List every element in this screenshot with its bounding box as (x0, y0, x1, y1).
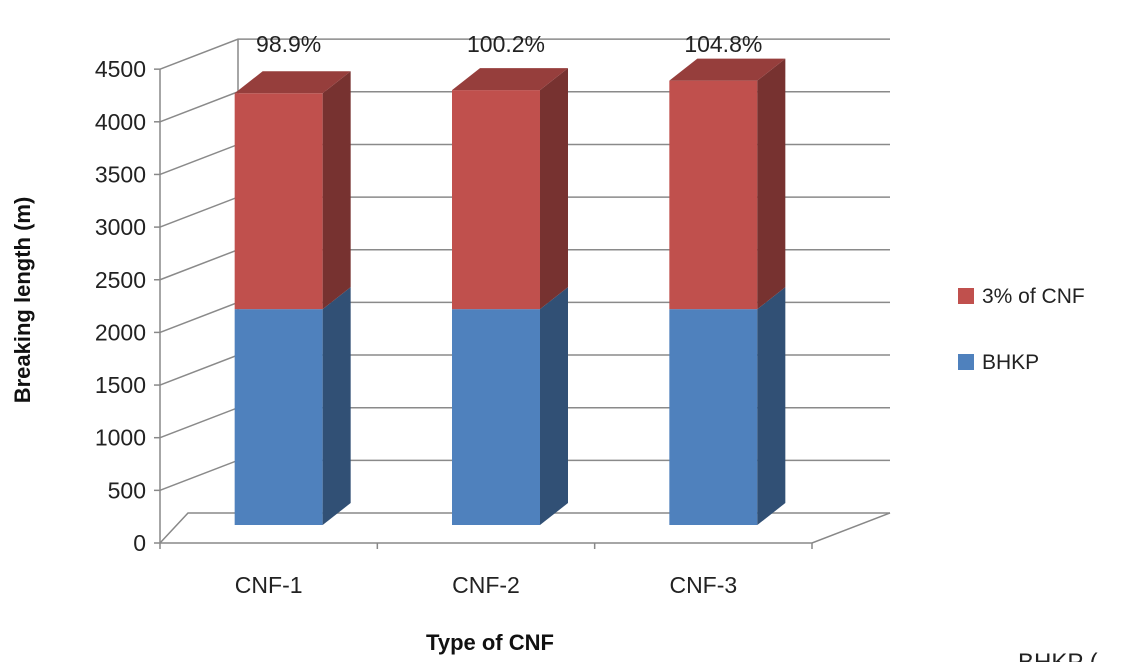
y-tick-label: 0 (133, 530, 146, 556)
y-tick-label: 2500 (95, 267, 146, 293)
bar-percent-label: 100.2% (467, 31, 545, 57)
y-tick-label: 3000 (95, 214, 146, 240)
bar-3-of-cnf-side (540, 68, 568, 310)
bar-bhkp-side (757, 287, 786, 525)
bar-bhkp-front (669, 309, 758, 525)
gridline (159, 38, 890, 70)
x-axis-title: Type of CNF (426, 630, 554, 655)
y-tick-label: 3500 (95, 161, 146, 187)
x-category-label: CNF-3 (669, 572, 737, 598)
legend: 3% of CNF BHKP (958, 285, 1085, 374)
cut-off-caption: BHKP ( (1018, 649, 1098, 662)
y-tick-labels: 0 500 1000 1500 2000 2500 3000 3500 4000 4500 (95, 56, 146, 556)
bars (234, 58, 786, 525)
bar-stack-cnf-3 (669, 58, 786, 525)
x-category-label: CNF-2 (452, 572, 520, 598)
y-tick-label: 4500 (95, 56, 146, 82)
y-tick-label: 1000 (95, 425, 146, 451)
x-category-labels: CNF-1 CNF-2 CNF-3 (235, 572, 737, 598)
x-category-label: CNF-1 (235, 572, 303, 598)
bar-3-of-cnf-side (757, 58, 786, 310)
bar-3-of-cnf-front (234, 93, 323, 310)
bar-bhkp-front (452, 309, 540, 525)
y-tick-label: 2000 (95, 319, 146, 345)
legend-swatch (958, 354, 974, 370)
bar-bhkp-side (322, 287, 351, 525)
legend-label: 3% of CNF (982, 285, 1085, 308)
y-tick-label: 500 (108, 477, 146, 503)
bar-percent-label: 104.8% (684, 31, 762, 57)
bar-bhkp-side (540, 287, 568, 525)
bar-top-face (234, 71, 351, 94)
y-tick-label: 1500 (95, 372, 146, 398)
bar-top-face (452, 68, 568, 91)
floor-back-edge (159, 512, 890, 544)
bar-stack-cnf-2 (452, 68, 568, 525)
y-axis-title: Breaking length (m) (10, 197, 35, 404)
bar-3-of-cnf-side (322, 71, 351, 310)
y-tick-label: 4000 (95, 109, 146, 135)
legend-label: BHKP (982, 351, 1039, 374)
bar-stack-cnf-1 (234, 71, 351, 525)
bar-percent-label: 98.9% (256, 31, 321, 57)
axes (154, 68, 813, 549)
bar-3-of-cnf-front (669, 80, 758, 310)
bar-percent-labels: 98.9% 100.2% 104.8% (256, 31, 762, 57)
bar-3-of-cnf-front (452, 90, 540, 310)
bar-bhkp-front (234, 309, 323, 525)
bar-top-face (669, 58, 786, 81)
legend-swatch (958, 288, 974, 304)
